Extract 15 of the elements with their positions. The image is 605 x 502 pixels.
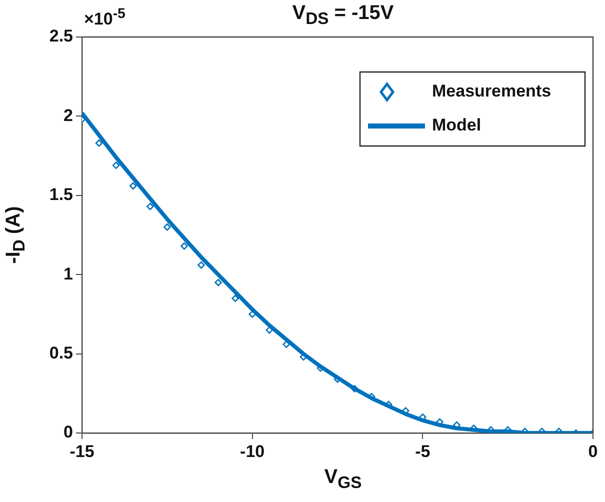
y-tick-label: 2 [64, 106, 73, 125]
x-tick-label: -15 [70, 442, 94, 461]
y-tick-label: 1.5 [49, 185, 73, 204]
x-tick-label: -5 [415, 442, 430, 461]
x-tick-label: -10 [240, 442, 265, 461]
x-tick-label: 0 [588, 442, 598, 461]
chart-title: V$_{DS}$ = -15V [292, 2, 394, 29]
y-tick-label: 2.5 [49, 26, 73, 46]
y-tick-label: 0.5 [49, 343, 73, 362]
y-tick-label: 0 [64, 422, 73, 442]
text: ×10$^{-5}$ [84, 6, 126, 30]
legend-label: Model [432, 116, 482, 135]
x-axis-title: V$_{GS}$ [324, 466, 362, 493]
y-tick-label: 1 [64, 264, 73, 284]
legend-label: Measurements [432, 82, 552, 101]
